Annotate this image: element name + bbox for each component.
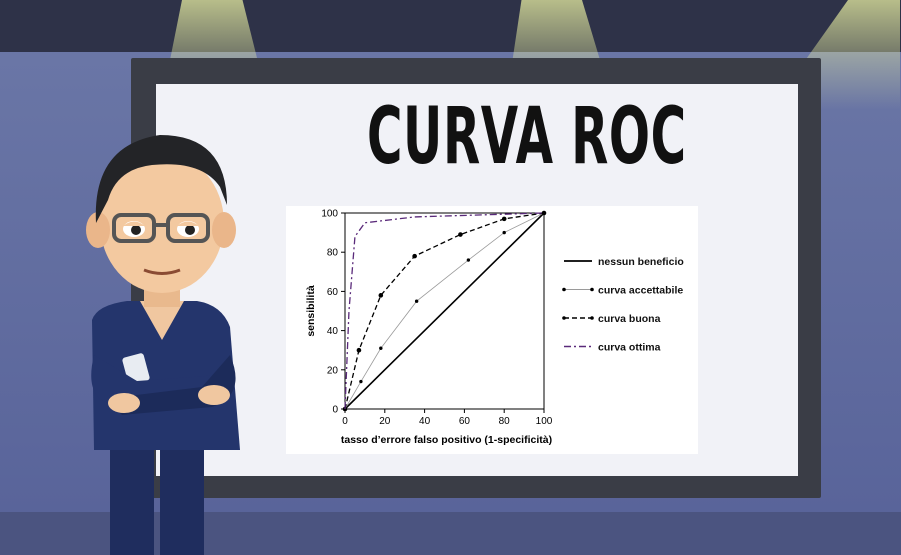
data-point — [356, 347, 362, 353]
legend-marker — [562, 287, 566, 292]
data-point — [414, 299, 419, 303]
y-axis-label: sensibilità — [305, 285, 317, 337]
x-axis-label: tasso d’errore falso positivo (1-specifi… — [341, 434, 552, 446]
data-point — [378, 293, 384, 298]
y-tick-label: 20 — [327, 365, 339, 376]
roc-chart-card: 0 20 40 60 80 100 0 20 40 60 80 100 tasso d’errore f… — [286, 206, 698, 454]
series-line-3 — [344, 212, 545, 410]
y-tick-label: 40 — [327, 326, 339, 337]
data-point — [379, 346, 383, 350]
page-title: CURVA ROC — [366, 92, 687, 182]
series-line-0 — [344, 212, 545, 410]
x-tick-label: 40 — [419, 416, 431, 427]
x-tick-label: 80 — [499, 416, 511, 427]
y-tick-label: 0 — [332, 405, 338, 416]
legend-label-1: curva accettabile — [598, 285, 683, 297]
legend-label-0: nessun beneficio — [598, 256, 684, 268]
legend-label-2: curva buona — [598, 313, 661, 325]
legend-label-3: curva ottima — [598, 342, 661, 354]
data-point — [501, 216, 507, 222]
x-tick-label: 100 — [536, 416, 553, 427]
data-point — [466, 258, 471, 262]
data-point — [458, 232, 463, 237]
y-tick-label: 80 — [327, 248, 339, 259]
data-point — [359, 379, 363, 384]
x-tick-label: 0 — [342, 416, 348, 427]
legend-marker — [562, 316, 566, 320]
y-tick-label: 100 — [321, 209, 338, 220]
data-point — [412, 253, 417, 259]
roc-chart: 0 20 40 60 80 100 0 20 40 60 80 100 tasso d’errore f… — [305, 209, 684, 447]
legend-marker — [590, 287, 594, 292]
y-tick-label: 60 — [327, 287, 339, 298]
data-point — [541, 210, 547, 216]
x-tick-label: 60 — [459, 416, 471, 427]
ceiling — [0, 0, 901, 52]
legend-marker — [590, 316, 594, 320]
x-tick-label: 20 — [379, 416, 391, 427]
doctor-illustration — [86, 135, 240, 555]
data-point — [502, 230, 506, 235]
